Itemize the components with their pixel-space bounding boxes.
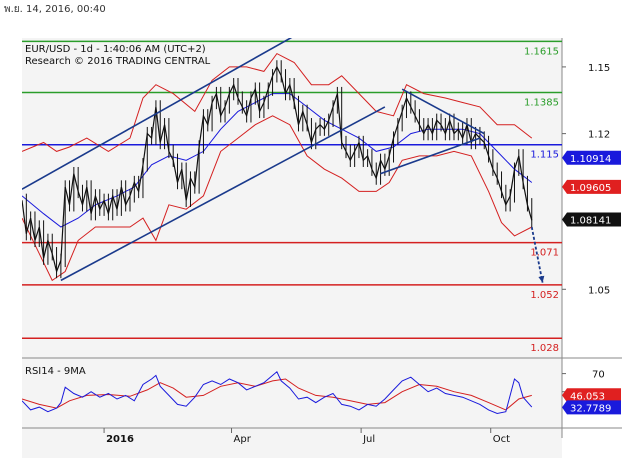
level-label: 1.028: [530, 343, 559, 354]
chart-subtitle: Research © 2016 TRADING CENTRAL: [25, 56, 211, 67]
level-label: 1.1615: [524, 46, 559, 57]
level-label: 1.071: [530, 248, 559, 259]
price-badge-background: [562, 212, 621, 227]
price-badge-background: [562, 179, 621, 194]
chart-svg: 1.15 1.12 1.05 1.1615 1.1385 1.115 1.071 1.052…: [21, 32, 622, 458]
x-tick-label: Oct: [493, 434, 510, 445]
projection-arrow-shaft: [530, 226, 544, 283]
trend-lines: [21, 32, 545, 283]
bollinger-lower-line: [21, 115, 533, 282]
trend-line: [21, 32, 299, 190]
price-series: [21, 60, 533, 279]
x-tick-label: Apr: [234, 434, 252, 445]
trend-line: [380, 137, 481, 175]
rsi-line: [21, 371, 533, 415]
x-tick-label: Jul: [362, 434, 375, 445]
horizontal-levels: 1.1615 1.1385 1.115 1.071 1.052 1.028: [22, 40, 562, 354]
bollinger-upper-line: [21, 52, 533, 152]
price-tick-label: 1.15: [588, 63, 610, 74]
rsi-badge: 32.7789: [570, 403, 611, 414]
bollinger-bands: [21, 52, 533, 282]
rsi-ma-line: [21, 378, 532, 411]
price-axis: 1.15 1.12 1.05: [22, 38, 622, 458]
price-badge: 1.10914: [570, 154, 611, 165]
rsi-panel-title: RSI14 - 9MA: [25, 366, 86, 377]
rsi-tick-label: 70: [592, 370, 605, 381]
level-label: 1.052: [530, 290, 559, 301]
trend-line: [401, 88, 485, 135]
price-badge-background: [562, 150, 621, 165]
level-label: 1.115: [530, 150, 559, 161]
price-axis-background: [562, 38, 622, 458]
price-badges: 1.10914 1.09605 1.08141: [562, 150, 621, 227]
screen-title: พ.ย. 14, 2016, 00:40: [4, 4, 106, 15]
x-axis: 2016 Apr Jul Oct: [103, 428, 510, 445]
price-badge: 1.08141: [570, 215, 611, 226]
projection-arrow-head: [538, 275, 545, 283]
x-tick-label: 2016: [106, 434, 134, 445]
trend-line: [60, 106, 386, 282]
chart-frame: 1.15 1.12 1.05 1.1615 1.1385 1.115 1.071 1.052…: [21, 32, 622, 458]
level-label: 1.1385: [524, 97, 559, 108]
price-tick-label: 1.12: [588, 130, 610, 141]
price-tick-label: 1.05: [588, 285, 610, 296]
price-line: [21, 65, 533, 274]
rsi-badge: 46.053: [570, 391, 605, 402]
rsi-badge-background: [562, 388, 621, 403]
rsi-badge-background: [562, 400, 621, 415]
price-badge: 1.09605: [570, 183, 611, 194]
chart-title: EUR/USD - 1d - 1:40:06 AM (UTC+2): [25, 44, 206, 55]
